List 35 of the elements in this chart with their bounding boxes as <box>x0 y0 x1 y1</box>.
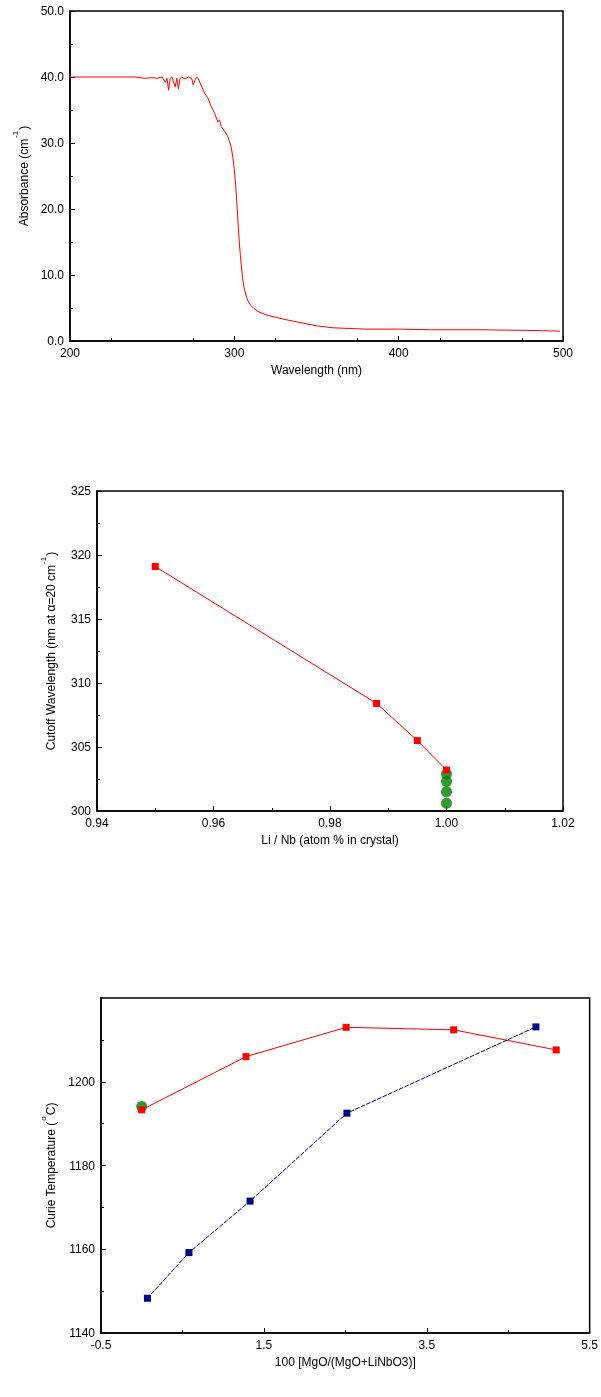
y-tick-label: 300 <box>70 804 92 818</box>
x-tick-label: 0.94 <box>85 816 109 830</box>
y-tick-label: 320 <box>70 548 92 562</box>
y-tick-label: 310 <box>70 676 92 690</box>
x-tick-label: 0.98 <box>318 816 342 830</box>
y-tick-label: 325 <box>70 484 92 498</box>
y-tick-label: 315 <box>70 612 92 626</box>
x-tick-label: 500 <box>552 346 574 360</box>
x-axis-title: 100 [MgO/(MgO+LiNbO3)] <box>274 1354 416 1369</box>
x-axis-title: Li / Nb (atom % in crystal) <box>261 832 399 847</box>
x-tick-label: 1.5 <box>255 1338 273 1352</box>
y-tick-label: 1160 <box>69 1242 96 1257</box>
y-tick-label: 305 <box>70 740 92 754</box>
x-tick-label: 1.00 <box>434 816 459 830</box>
x-tick-label: 1.02 <box>551 816 575 830</box>
x-tick-label: 3.5 <box>418 1338 436 1352</box>
y-axis-title: Cutoff Wavelength (nm at α=20 cm-1) <box>38 551 58 751</box>
y-tick-label: 20.0 <box>40 202 65 216</box>
x-tick-label: 200 <box>59 346 81 360</box>
y-tick-label: 50.0 <box>40 4 65 18</box>
y-tick-label: 10.0 <box>40 268 65 282</box>
x-tick-label: 400 <box>388 346 409 360</box>
y-tick-label: 30.0 <box>40 136 65 150</box>
x-tick-label: 5.5 <box>581 1338 599 1352</box>
y-axis-title: Curie Temperature (oC) <box>38 1102 59 1229</box>
x-tick-label: 0.96 <box>201 816 226 830</box>
y-tick-label: 40.0 <box>40 70 65 84</box>
y-tick-label: 1140 <box>69 1326 96 1340</box>
y-tick-label: 1200 <box>68 1074 96 1089</box>
x-axis-title: Wavelength (nm) <box>271 362 362 377</box>
y-tick-label: 1180 <box>69 1158 96 1173</box>
y-tick-label: 0.0 <box>47 334 65 348</box>
x-tick-label: 300 <box>224 346 245 360</box>
y-axis-title: Absorbance (cm-1) <box>11 125 31 227</box>
x-tick-label: -0.5 <box>90 1338 112 1352</box>
